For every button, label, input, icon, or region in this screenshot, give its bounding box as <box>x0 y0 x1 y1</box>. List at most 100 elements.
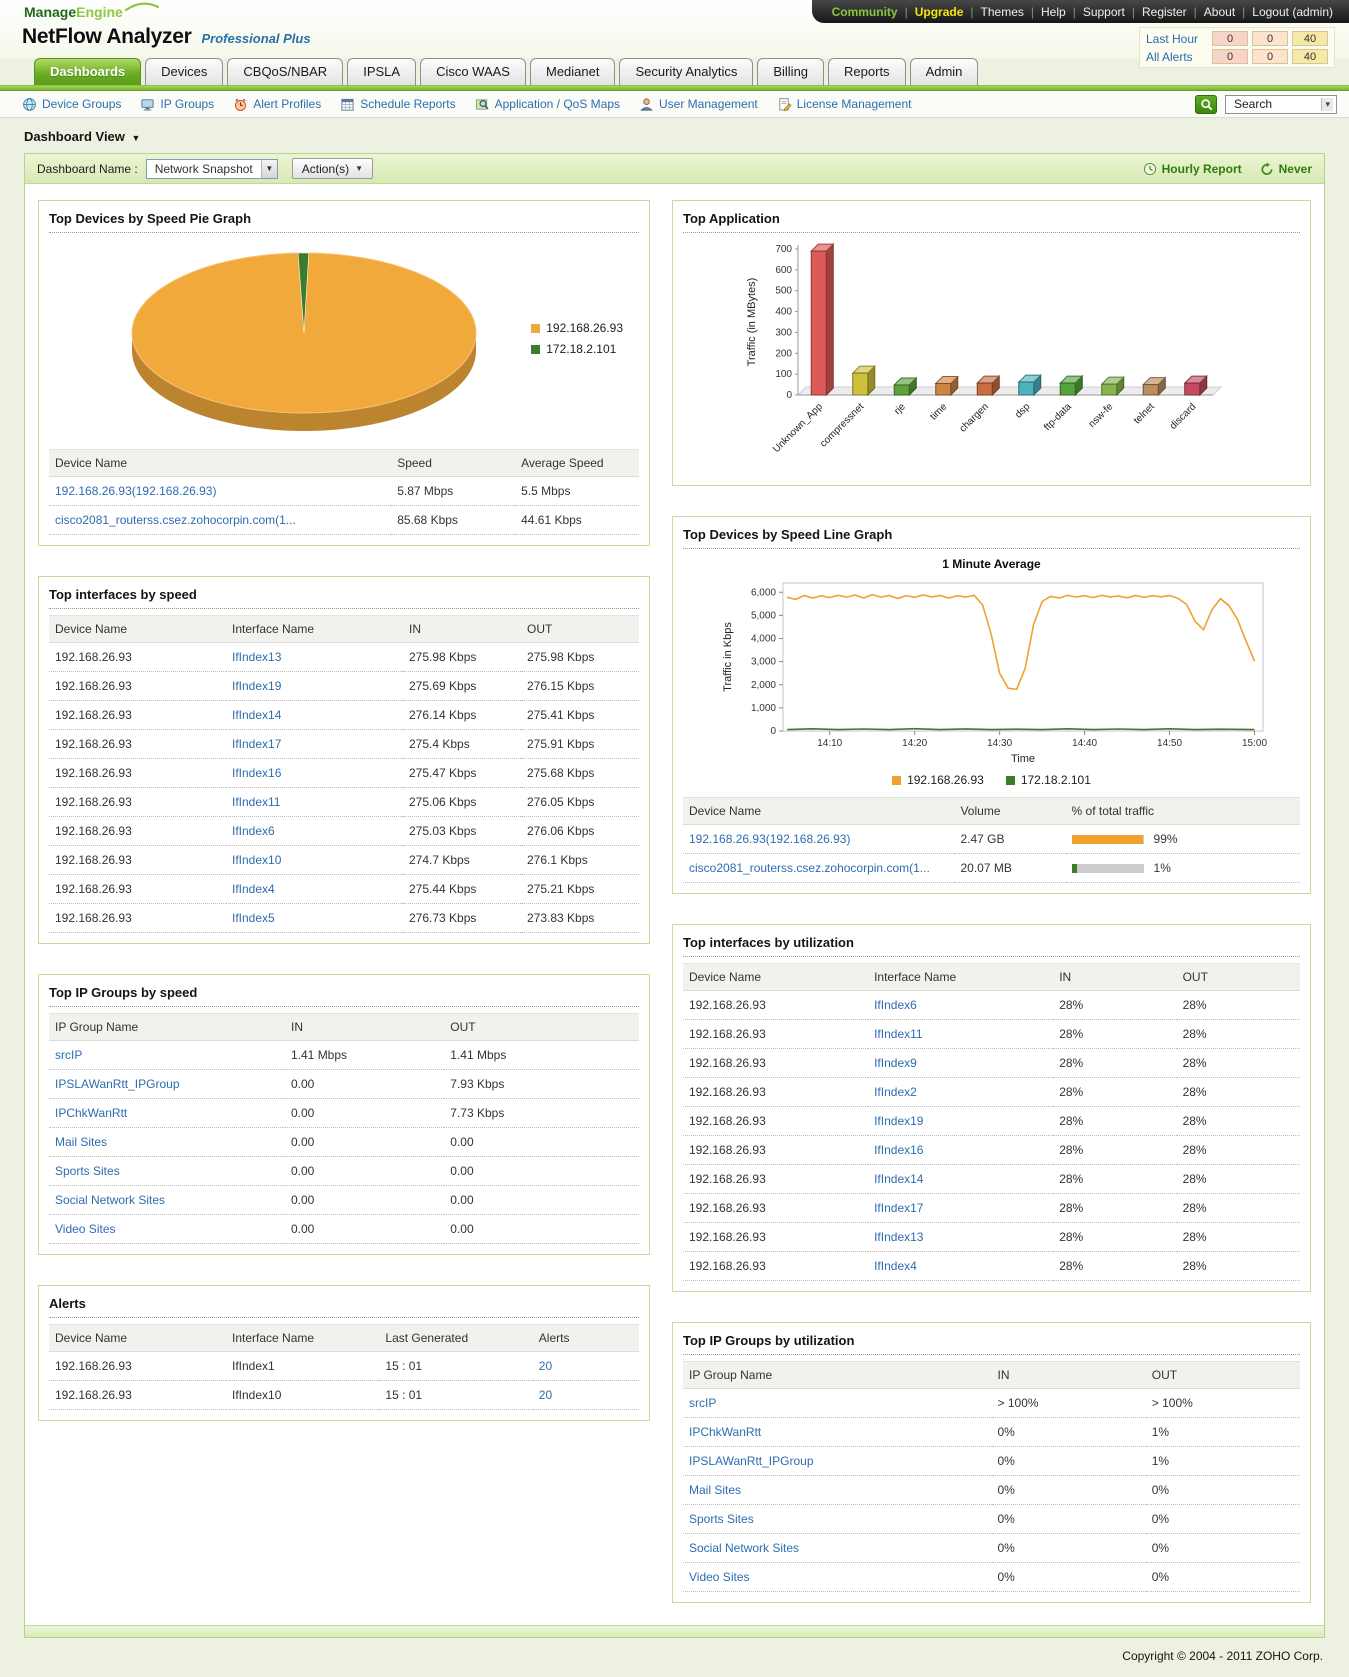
table-link[interactable]: IPChkWanRtt <box>55 1106 128 1120</box>
table-link[interactable]: IfIndex16 <box>232 766 282 780</box>
table-link[interactable]: 192.168.26.93(192.168.26.93) <box>55 484 217 498</box>
subnav-user-management[interactable]: User Management <box>639 97 758 112</box>
table-link[interactable]: Mail Sites <box>55 1135 108 1149</box>
alert-count-box[interactable]: 40 <box>1292 31 1328 46</box>
top-link-help[interactable]: Help <box>1041 4 1066 19</box>
search-select[interactable]: Search ▾ <box>1225 94 1337 114</box>
tab-reports[interactable]: Reports <box>828 58 906 85</box>
subnav-license-management[interactable]: License Management <box>777 97 911 112</box>
table-link[interactable]: IfIndex17 <box>232 737 282 751</box>
table-link[interactable]: IPChkWanRtt <box>689 1425 762 1439</box>
subnav-schedule-reports[interactable]: Schedule Reports <box>340 97 456 112</box>
table-link[interactable]: IfIndex10 <box>232 853 282 867</box>
table-link[interactable]: IfIndex2 <box>874 1085 917 1099</box>
tab-medianet[interactable]: Medianet <box>529 58 616 85</box>
all-alerts-link[interactable]: All Alerts <box>1146 49 1193 64</box>
table-cell: Sports Sites <box>683 1504 992 1534</box>
dashboard-select[interactable]: Network Snapshot ▼ <box>145 158 278 179</box>
table-link[interactable]: Video Sites <box>689 1570 750 1584</box>
table-link[interactable]: IfIndex19 <box>232 679 282 693</box>
table-link[interactable]: IPSLAWanRtt_IPGroup <box>689 1454 814 1468</box>
table-header-row: IP Group Name IN OUT <box>683 1361 1300 1389</box>
table-row: cisco2081_routerss.csez.zohocorpin.com(1… <box>683 853 1300 883</box>
top-link-upgrade[interactable]: Upgrade <box>914 4 964 19</box>
table-link[interactable]: IfIndex13 <box>874 1230 924 1244</box>
table-link[interactable]: IfIndex14 <box>874 1172 924 1186</box>
actions-button[interactable]: Action(s) ▼ <box>291 158 374 179</box>
svg-text:rje: rje <box>892 401 908 417</box>
table-link[interactable]: Video Sites <box>55 1222 116 1236</box>
top-link-themes[interactable]: Themes <box>980 4 1024 19</box>
table-link[interactable]: srcIP <box>55 1048 83 1062</box>
subnav-alert-profiles[interactable]: Alert Profiles <box>233 97 321 112</box>
table-cell: 192.168.26.93 <box>49 758 226 788</box>
table-link[interactable]: IfIndex17 <box>874 1201 924 1215</box>
table-link[interactable]: 20 <box>538 1359 553 1373</box>
top-link-community[interactable]: Community <box>831 4 898 19</box>
table-link[interactable]: Social Network Sites <box>689 1541 800 1555</box>
alert-count-box[interactable]: 0 <box>1212 31 1248 46</box>
table-link[interactable]: cisco2081_routerss.csez.zohocorpin.com(1… <box>55 513 296 527</box>
hourly-report-link[interactable]: Hourly Report <box>1143 162 1242 176</box>
table-cell: IfIndex17 <box>226 729 403 759</box>
table-link[interactable]: IfIndex9 <box>874 1056 917 1070</box>
refresh-link[interactable]: Never <box>1260 162 1312 176</box>
table-link[interactable]: IfIndex4 <box>232 882 275 896</box>
subnav-ip-groups[interactable]: IP Groups <box>140 97 214 112</box>
table-link[interactable]: Sports Sites <box>55 1164 120 1178</box>
table-link[interactable]: IfIndex6 <box>874 998 917 1012</box>
tab-ipsla[interactable]: IPSLA <box>347 58 417 85</box>
alert-count-box[interactable]: 0 <box>1212 49 1248 64</box>
table-link[interactable]: 192.168.26.93(192.168.26.93) <box>689 832 851 846</box>
table-header-row: Device Name Interface Name Last Generated A… <box>49 1324 639 1352</box>
table-cell: 275.69 Kbps <box>403 671 521 701</box>
table-link[interactable]: srcIP <box>689 1396 717 1410</box>
tab-admin[interactable]: Admin <box>909 58 979 85</box>
tab-devices[interactable]: Devices <box>145 58 224 85</box>
table-row: 192.168.26.93 IfIndex14 276.14 Kbps 275.41 … <box>49 700 639 730</box>
table-link[interactable]: IfIndex11 <box>874 1027 923 1041</box>
top-link-logout[interactable]: Logout (admin) <box>1252 4 1333 19</box>
table-link[interactable]: cisco2081_routerss.csez.zohocorpin.com(1… <box>689 861 930 875</box>
subnav-device-groups[interactable]: Device Groups <box>22 97 121 112</box>
table-link[interactable]: IfIndex14 <box>232 708 282 722</box>
table-link[interactable]: IPSLAWanRtt_IPGroup <box>55 1077 180 1091</box>
tab-cisco-waas[interactable]: Cisco WAAS <box>420 58 526 85</box>
subnav-application-qos-maps[interactable]: Application / QoS Maps <box>475 97 620 112</box>
table-link[interactable]: IfIndex13 <box>232 650 282 664</box>
top-link-register[interactable]: Register <box>1141 4 1187 19</box>
search-button[interactable] <box>1195 94 1217 114</box>
line-series <box>787 593 1256 691</box>
table-link[interactable]: Social Network Sites <box>55 1193 166 1207</box>
table-link[interactable]: IfIndex11 <box>232 795 281 809</box>
table-link[interactable]: IfIndex16 <box>874 1143 924 1157</box>
table-link[interactable]: Sports Sites <box>689 1512 754 1526</box>
column-header: IN <box>285 1013 445 1041</box>
actions-label: Action(s) <box>301 161 350 176</box>
alert-count-box[interactable]: 0 <box>1252 49 1288 64</box>
tab-cbqos-nbar[interactable]: CBQoS/NBAR <box>227 58 344 85</box>
dashboard-container: Dashboard Name : Network Snapshot ▼ Acti… <box>24 153 1325 1638</box>
main-tabs: Dashboards Devices CBQoS/NBAR IPSLA Cisc… <box>0 58 1349 85</box>
pie-device-table: Device Name Speed Average Speed 192.168.26.… <box>49 449 639 535</box>
table-row: 192.168.26.93 IfIndex1 15 : 01 20 <box>49 1351 639 1381</box>
last-hour-link[interactable]: Last Hour <box>1146 31 1199 46</box>
breadcrumb[interactable]: Dashboard View ▼ <box>0 118 1349 153</box>
table-cell: 192.168.26.93 <box>683 1135 869 1165</box>
tab-dashboards[interactable]: Dashboards <box>34 58 142 85</box>
table-cell: 28% <box>1053 1048 1177 1078</box>
table-link[interactable]: Mail Sites <box>689 1483 742 1497</box>
table-link[interactable]: 20 <box>538 1388 553 1402</box>
table-row: Mail Sites 0% 0% <box>683 1475 1300 1505</box>
top-link-support[interactable]: Support <box>1082 4 1125 19</box>
table-link[interactable]: IfIndex4 <box>874 1259 917 1273</box>
table-link[interactable]: IfIndex5 <box>232 911 275 925</box>
alert-count-box[interactable]: 0 <box>1252 31 1288 46</box>
table-link[interactable]: IfIndex19 <box>874 1114 924 1128</box>
tab-security-analytics[interactable]: Security Analytics <box>619 58 754 85</box>
column-header: % of total traffic <box>1065 797 1300 825</box>
table-link[interactable]: IfIndex6 <box>232 824 275 838</box>
alert-count-box[interactable]: 40 <box>1292 49 1328 64</box>
top-link-about[interactable]: About <box>1203 4 1236 19</box>
tab-billing[interactable]: Billing <box>757 58 825 85</box>
